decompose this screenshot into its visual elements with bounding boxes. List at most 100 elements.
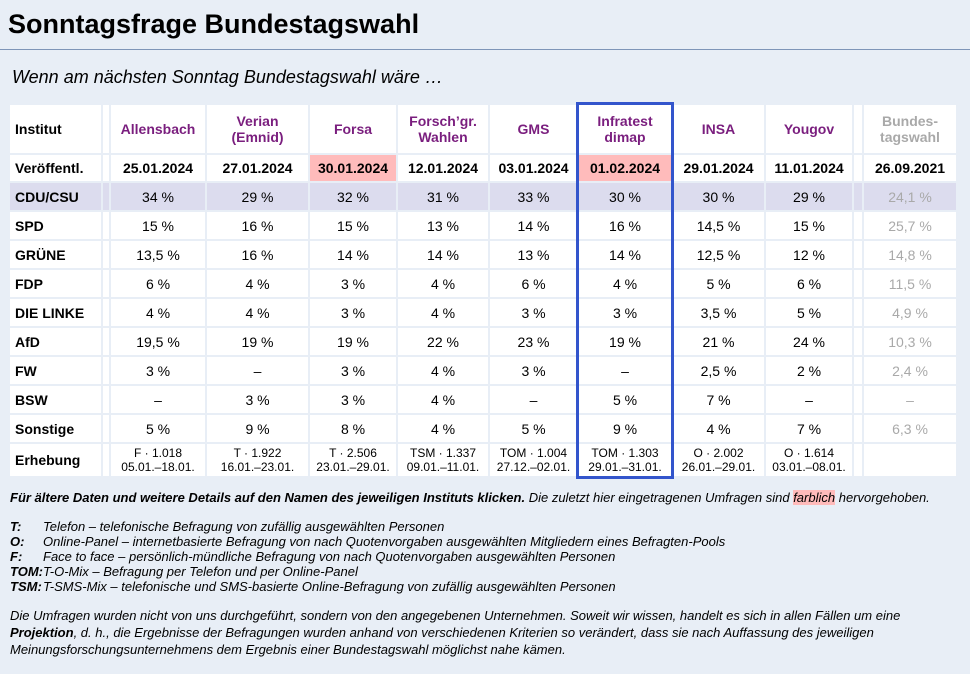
institute-link-insa[interactable]: INSA	[701, 121, 736, 137]
poll-value: 33 %	[490, 183, 577, 210]
institute-link-forsa[interactable]: Forsa	[333, 121, 373, 137]
poll-value: 29 %	[207, 183, 308, 210]
poll-value: 16 %	[207, 241, 308, 268]
published-date-insa: 29.01.2024	[673, 155, 764, 181]
poll-value: 30 %	[673, 183, 764, 210]
party-row: AfD 19,5 % 19 % 19 % 22 % 23 % 19 % 21 % 24 % 10,…	[10, 328, 956, 355]
survey-period: 26.01.–29.01.	[681, 460, 756, 474]
poll-value: –	[490, 386, 577, 413]
survey-sample: TSM · 1.337	[409, 446, 477, 460]
poll-value: 4 %	[398, 386, 488, 413]
survey-period: 16.01.–23.01.	[220, 460, 295, 474]
column-spacer	[854, 386, 862, 413]
survey-period: 05.01.–18.01.	[121, 460, 195, 474]
survey-info-forsa: T · 2.506 23.01.–29.01.	[310, 444, 396, 476]
poll-value: 4 %	[398, 299, 488, 326]
institute-link-verian-emnid[interactable]: Verian (Emnid)	[231, 113, 284, 145]
column-spacer	[103, 155, 109, 181]
institute-link-forsch-gr-wahlen[interactable]: Forsch’gr. Wahlen	[409, 113, 477, 145]
column-spacer	[854, 241, 862, 268]
poll-value: 3 %	[310, 299, 396, 326]
poll-value: 4 %	[207, 299, 308, 326]
poll-value: 3 %	[310, 357, 396, 384]
poll-value: 3 %	[310, 270, 396, 297]
party-label-cdu-csu: CDU/CSU	[10, 183, 101, 210]
published-date-bundes-tagswahl: 26.09.2021	[864, 155, 956, 181]
party-label-bsw: BSW	[10, 386, 101, 413]
disclaimer-bold-word: Projektion	[10, 625, 74, 640]
column-spacer	[854, 183, 862, 210]
column-spacer	[103, 328, 109, 355]
poll-table: Institut Allensbach Verian (Emnid) Forsa For…	[8, 103, 958, 478]
older-data-note: Für ältere Daten und weitere Details auf…	[10, 489, 960, 506]
poll-value: 5 %	[111, 415, 205, 442]
row-label-survey: Erhebung	[10, 444, 101, 476]
poll-value: 4 %	[579, 270, 671, 297]
poll-value: 3 %	[490, 299, 577, 326]
poll-value: 8 %	[310, 415, 396, 442]
poll-value: 9 %	[207, 415, 308, 442]
poll-value: 15 %	[310, 212, 396, 239]
legend-item: TOM: T-O-Mix – Befragung per Telefon und …	[10, 564, 960, 579]
survey-sample: TOM · 1.004	[499, 446, 568, 460]
poll-value: 10,3 %	[864, 328, 956, 355]
column-spacer	[103, 212, 109, 239]
institute-link-yougov[interactable]: Yougov	[783, 121, 835, 137]
poll-value: 2,4 %	[864, 357, 956, 384]
column-header-allensbach: Allensbach	[111, 105, 205, 153]
disclaimer-pre: Die Umfragen wurden nicht von uns durchg…	[10, 608, 901, 623]
survey-period: 29.01.–31.01.	[588, 460, 662, 474]
legend-description: T-SMS-Mix – telefonische und SMS-basiert…	[43, 579, 616, 594]
legend-item: F: Face to face – persönlich-mündliche Be…	[10, 549, 960, 564]
poll-value: 6 %	[766, 270, 852, 297]
page-title: Sonntagsfrage Bundestagswahl	[8, 9, 420, 39]
column-spacer	[103, 183, 109, 210]
poll-value: 30 %	[579, 183, 671, 210]
poll-value: 19,5 %	[111, 328, 205, 355]
institute-link-gms[interactable]: GMS	[517, 121, 550, 137]
poll-value: 5 %	[579, 386, 671, 413]
note-highlight-word: farblich	[793, 490, 836, 505]
published-date-forsa: 30.01.2024	[310, 155, 396, 181]
published-date-forsch-gr-wahlen: 12.01.2024	[398, 155, 488, 181]
poll-value: 12 %	[766, 241, 852, 268]
party-label-die-linke: DIE LINKE	[10, 299, 101, 326]
survey-row: Erhebung F · 1.018 05.01.–18.01. T · 1.922 1…	[10, 444, 956, 476]
note-recent-pre: Die zuletzt hier eingetragenen Umfragen …	[525, 490, 794, 505]
poll-value: 3 %	[111, 357, 205, 384]
poll-value: 4 %	[398, 415, 488, 442]
poll-value: –	[864, 386, 956, 413]
survey-question: Wenn am nächsten Sonntag Bundestagswahl …	[12, 67, 443, 87]
party-row: GRÜNE 13,5 % 16 % 14 % 14 % 13 % 14 % 12,5 % 12 …	[10, 241, 956, 268]
poll-value: 4 %	[398, 270, 488, 297]
poll-value: 16 %	[207, 212, 308, 239]
poll-value: 13 %	[398, 212, 488, 239]
poll-value: 19 %	[207, 328, 308, 355]
survey-info-gms: TOM · 1.004 27.12.–02.01.	[490, 444, 577, 476]
column-spacer	[854, 299, 862, 326]
party-label-spd: SPD	[10, 212, 101, 239]
poll-value: –	[766, 386, 852, 413]
column-header-forsch-gr-wahlen: Forsch’gr. Wahlen	[398, 105, 488, 153]
column-spacer	[854, 105, 862, 153]
institute-link-infratest-dimap[interactable]: Infratest dimap	[597, 113, 653, 145]
legend-description: T-O-Mix – Befragung per Telefon und per …	[43, 564, 358, 579]
column-spacer	[103, 299, 109, 326]
column-spacer	[854, 270, 862, 297]
poll-value: 3,5 %	[673, 299, 764, 326]
party-label-gr-ne: GRÜNE	[10, 241, 101, 268]
note-click-text: Für ältere Daten und weitere Details auf…	[10, 490, 526, 505]
poll-value: 4 %	[207, 270, 308, 297]
institute-link-allensbach[interactable]: Allensbach	[120, 121, 196, 137]
published-row: Veröffentl. 25.01.2024 27.01.2024 30.01.202…	[10, 155, 956, 181]
poll-value: 24 %	[766, 328, 852, 355]
poll-value: 2,5 %	[673, 357, 764, 384]
poll-value: 15 %	[766, 212, 852, 239]
poll-value: 19 %	[579, 328, 671, 355]
survey-sample: TOM · 1.303	[591, 446, 659, 460]
projection-disclaimer: Die Umfragen wurden nicht von uns durchg…	[10, 607, 960, 658]
poll-value: 6 %	[111, 270, 205, 297]
poll-value: 7 %	[673, 386, 764, 413]
survey-period: 27.12.–02.01.	[496, 460, 571, 474]
survey-info-bundes-tagswahl	[864, 444, 956, 476]
